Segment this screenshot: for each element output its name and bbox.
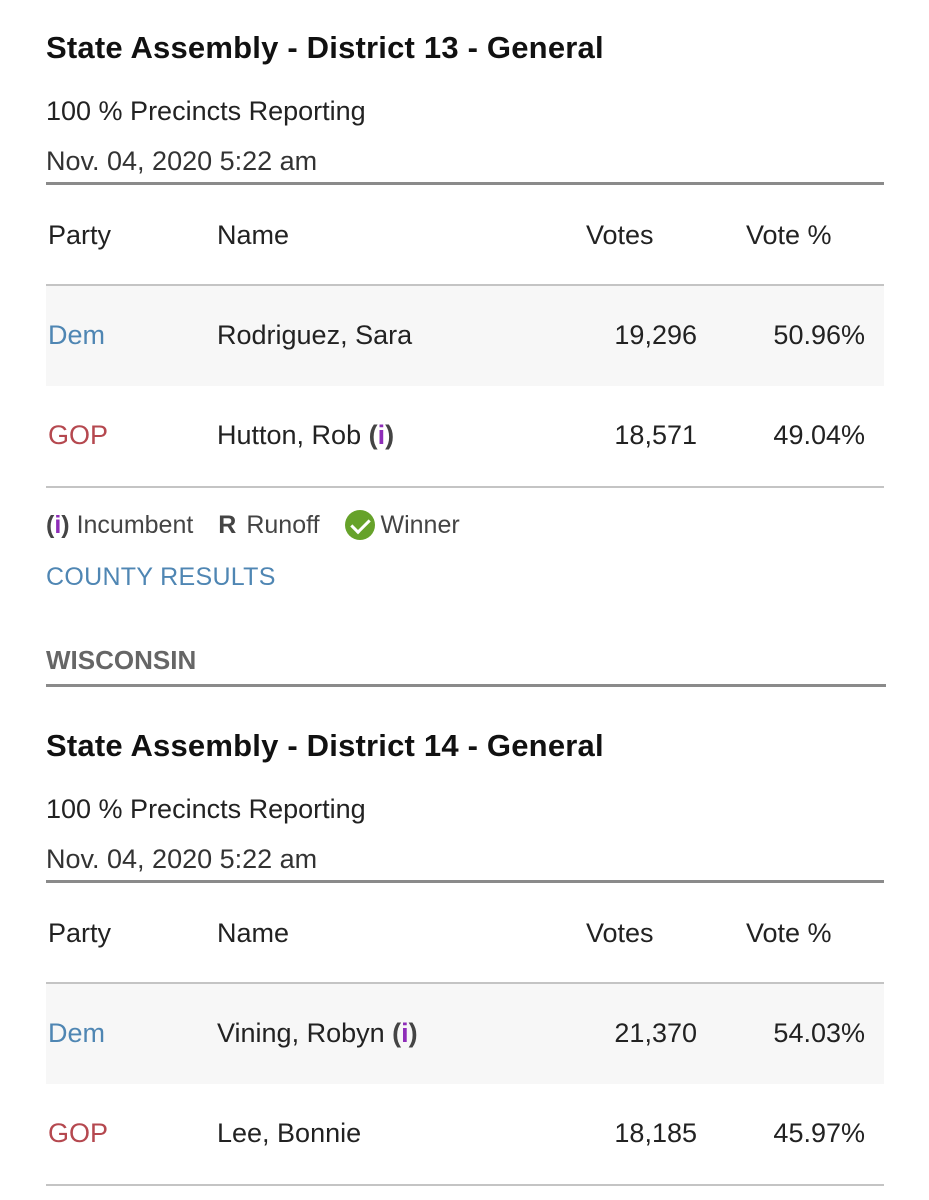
race-timestamp: Nov. 04, 2020 5:22 am [46,146,318,176]
col-header-name: Name [217,220,290,250]
race-title: State Assembly - District 13 - General [46,30,604,65]
check-circle-icon [344,510,375,541]
table-row: Dem Rodriguez, Sara 19,296 50.96% [46,286,884,386]
candidate-vote-pct: 54.03% [773,1018,865,1048]
race-district-14: State Assembly - District 14 - General 1… [46,728,884,1190]
precincts-reporting: 100 % Precincts Reporting [46,96,366,126]
incumbent-marker: (i) [392,1018,418,1048]
table-divider [46,982,884,984]
race-title: State Assembly - District 14 - General [46,728,604,763]
race-district-13: State Assembly - District 13 - General 1… [46,30,884,490]
col-header-votes: Votes [586,220,654,250]
col-header-votes: Votes [586,918,654,948]
candidate-vote-pct: 49.04% [773,420,865,450]
table-row: GOP Hutton, Rob (i) 18,571 49.04% [46,386,884,486]
state-section-label: WISCONSIN [46,645,197,675]
party-label: Dem [48,1018,106,1048]
candidate-name-cell: Vining, Robyn (i) [217,1018,418,1049]
col-header-vote-pct: Vote % [746,918,832,948]
col-header-name: Name [217,918,290,948]
col-header-party: Party [48,220,112,250]
candidate-votes: 21,370 [614,1018,697,1048]
header-divider [46,182,884,185]
party-label: GOP [48,420,109,450]
candidate-name: Lee, Bonnie [217,1118,362,1148]
runoff-legend-icon: R [218,510,237,539]
header-divider [46,880,884,883]
candidate-vote-pct: 45.97% [773,1118,865,1148]
table-bottom-divider [46,1184,884,1186]
table-row: GOP Lee, Bonnie 18,185 45.97% [46,1084,884,1184]
candidate-name: Vining, Robyn [217,1018,393,1048]
party-label: Dem [48,320,106,350]
candidate-vote-pct: 50.96% [773,320,865,350]
legend: (i) Incumbent R Runoff Winner [46,510,460,544]
race-timestamp: Nov. 04, 2020 5:22 am [46,844,318,874]
incumbent-legend-label: Incumbent [76,510,194,539]
runoff-legend-label: Runoff [246,510,320,539]
candidate-votes: 18,185 [614,1118,697,1148]
incumbent-marker: (i) [368,420,395,450]
candidate-votes: 18,571 [614,420,697,450]
candidate-name: Rodriguez, Sara [217,320,413,350]
candidate-name-cell: Hutton, Rob (i) [217,420,394,451]
county-results-link[interactable]: COUNTY RESULTS [46,563,276,591]
table-bottom-divider [46,486,884,488]
winner-legend-label: Winner [380,510,460,539]
col-header-party: Party [48,918,112,948]
incumbent-legend-icon: (i) [46,511,70,540]
table-divider [46,284,884,286]
col-header-vote-pct: Vote % [746,220,832,250]
candidate-name: Hutton, Rob [217,420,369,450]
precincts-reporting: 100 % Precincts Reporting [46,794,366,824]
candidate-votes: 19,296 [614,320,697,350]
state-divider [46,684,886,687]
party-label: GOP [48,1118,109,1148]
table-row: Dem Vining, Robyn (i) 21,370 54.03% [46,984,884,1084]
